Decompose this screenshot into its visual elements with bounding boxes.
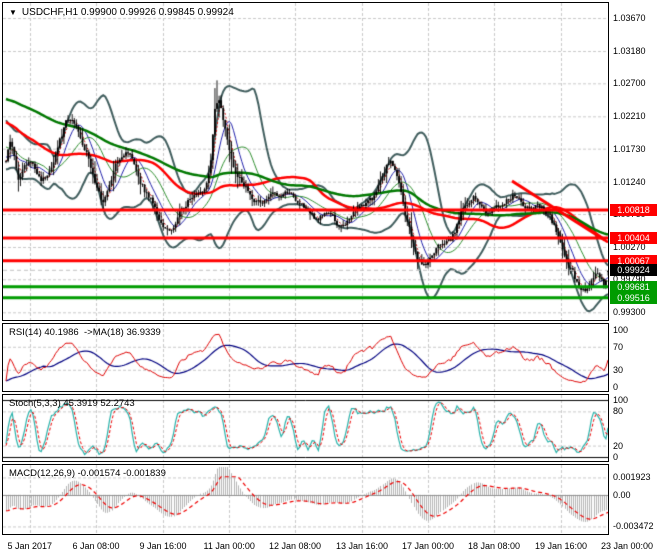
time-axis-label: 23 Jan 00:00	[601, 541, 654, 551]
price-level-badge-current-price: 0.99924	[610, 264, 657, 277]
price-tick-label: 1.02700	[613, 78, 646, 89]
macd-panel: MACD(12,26,9) -0.001574 -0.001839	[2, 464, 609, 535]
price-tick-label: 1.01240	[613, 176, 646, 187]
time-axis-label: 5 Jan 2017	[7, 541, 53, 551]
time-axis-label: 13 Jan 16:00	[336, 541, 389, 551]
rsi-tick-label: 100	[613, 324, 629, 335]
main-chart-panel: ▼ USDCHF,H1 0.99900 0.99926 0.99845 0.999…	[2, 2, 609, 321]
rsi-tick-label: 70	[613, 341, 624, 352]
time-axis-label: 6 Jan 08:00	[72, 541, 120, 551]
stoch-tick-label: 0	[613, 452, 619, 462]
stochastic-canvas[interactable]	[3, 395, 608, 461]
time-axis-label: 11 Jan 00:00	[203, 541, 255, 551]
price-level-badge-resistance: 1.00067	[610, 254, 657, 267]
stoch-tick-label: 80	[613, 406, 624, 417]
stoch-tick-label: 100	[613, 395, 629, 405]
time-axis-label: 17 Jan 00:00	[402, 541, 455, 551]
rsi-panel: RSI(14) 40.1986 ->MA(18) 36.9339	[2, 323, 609, 392]
price-tick-label: 1.01730	[613, 143, 646, 154]
macd-tick-label: 0.00	[613, 489, 631, 500]
symbol-timeframe-label: USDCHF,H1	[21, 7, 79, 18]
time-axis-label: 12 Jan 08:00	[269, 541, 322, 551]
main-chart-canvas[interactable]	[3, 3, 608, 320]
price-level-badge-support: 0.99681	[610, 280, 657, 293]
macd-label: MACD(12,26,9) -0.001574 -0.001839	[9, 468, 166, 479]
price-level-badge-resistance: 1.00818	[610, 204, 657, 217]
chart-title: ▼ USDCHF,H1 0.99900 0.99926 0.99845 0.999…	[9, 7, 234, 18]
macd-tick-label: -0.003472	[613, 521, 654, 532]
time-axis-label: 9 Jan 16:00	[139, 541, 187, 551]
price-level-badge-support: 0.99516	[610, 291, 657, 304]
rsi-tick-label: 30	[613, 364, 624, 375]
stochastic-label: Stoch(5,3,3) 45.3919 52.2743	[9, 398, 135, 409]
time-axis-label: 19 Jan 16:00	[535, 541, 588, 551]
stochastic-panel: Stoch(5,3,3) 45.3919 52.2743	[2, 394, 609, 462]
price-tick-label: 1.03180	[613, 46, 646, 56]
time-axis-label: 18 Jan 08:00	[468, 541, 521, 551]
macd-tick-label: 0.001923	[613, 472, 651, 483]
price-level-badge-resistance: 1.00404	[610, 231, 657, 244]
ohlc-values: 0.99900 0.99926 0.99845 0.99924	[80, 7, 234, 18]
rsi-canvas[interactable]	[3, 324, 608, 391]
symbol-dropdown-icon[interactable]: ▼	[9, 8, 17, 17]
price-tick-label: 1.00270	[613, 241, 646, 252]
rsi-label: RSI(14) 40.1986 ->MA(18) 36.9339	[9, 327, 161, 338]
stoch-tick-label: 20	[613, 440, 624, 451]
macd-canvas[interactable]	[3, 465, 608, 534]
rsi-tick-label: 0	[613, 382, 619, 392]
price-tick-label: 1.02210	[613, 111, 646, 122]
price-tick-label: 0.99300	[613, 307, 646, 318]
price-tick-label: 1.03670	[613, 13, 646, 23]
price-tick-label: 0.99790	[613, 274, 646, 285]
